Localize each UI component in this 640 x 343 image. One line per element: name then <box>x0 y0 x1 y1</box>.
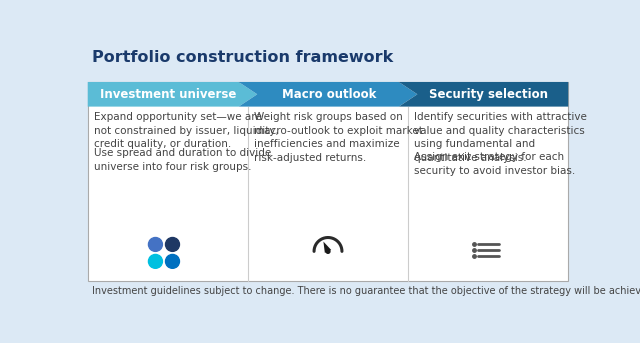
Polygon shape <box>88 82 257 107</box>
Text: Investment universe: Investment universe <box>100 88 236 101</box>
Text: Investment guidelines subject to change. There is no guarantee that the objectiv: Investment guidelines subject to change.… <box>92 286 640 296</box>
Text: Use spread and duration to divide
universe into four risk groups.: Use spread and duration to divide univer… <box>94 148 271 172</box>
Polygon shape <box>323 241 331 253</box>
Circle shape <box>166 255 179 268</box>
Text: Security selection: Security selection <box>429 88 548 101</box>
Text: Portfolio construction framework: Portfolio construction framework <box>92 50 393 64</box>
Circle shape <box>148 255 163 268</box>
Circle shape <box>148 237 163 251</box>
Text: Weight risk groups based on
macro-outlook to exploit market
inefficiencies and m: Weight risk groups based on macro-outloo… <box>254 112 423 163</box>
Text: Expand opportunity set—we are
not constrained by issuer, liquidity,
credit quali: Expand opportunity set—we are not constr… <box>94 112 279 149</box>
Circle shape <box>166 237 179 251</box>
Circle shape <box>326 249 330 253</box>
Polygon shape <box>239 82 417 107</box>
Text: Assign exit strategy for each
security to avoid investor bias.: Assign exit strategy for each security t… <box>414 152 575 176</box>
Polygon shape <box>399 82 568 107</box>
FancyBboxPatch shape <box>88 82 568 281</box>
Text: Identify securities with attractive
value and quality characteristics
using fund: Identify securities with attractive valu… <box>414 112 587 163</box>
Text: Macro outlook: Macro outlook <box>282 88 376 101</box>
